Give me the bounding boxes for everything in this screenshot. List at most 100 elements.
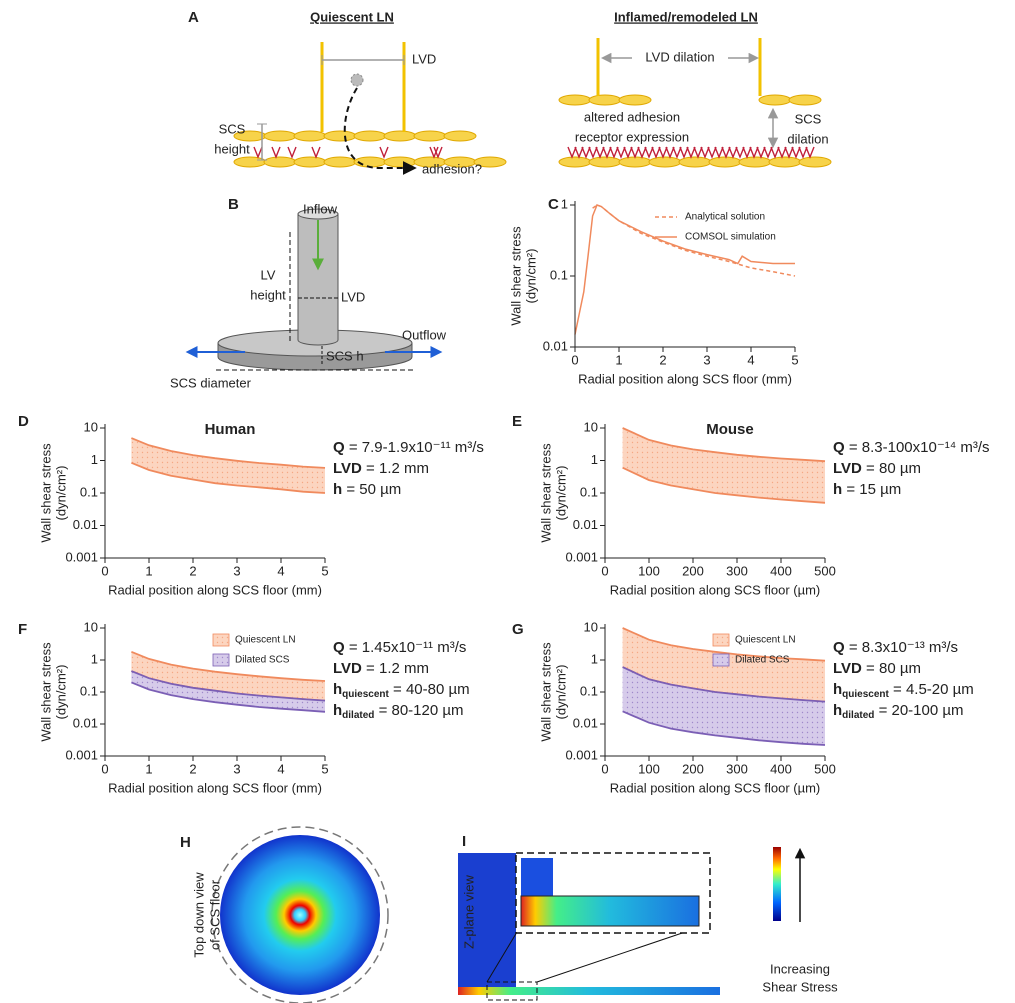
x-tick-label: 4 (277, 761, 284, 776)
band-edge (131, 681, 326, 713)
cell (413, 130, 447, 142)
label: Increasing (770, 961, 830, 976)
receptor (616, 146, 626, 159)
cell (678, 156, 712, 168)
y-axis-label: (dyn/cm²) (553, 665, 568, 720)
label: LVD (412, 51, 436, 66)
x-tick-label: 400 (770, 563, 792, 578)
annotation: Q = 1.45x10⁻¹¹ m³/s (333, 639, 466, 656)
annotation-text: = 8.3-100x10⁻¹⁴ m³/s (845, 439, 990, 456)
annotation: LVD = 80 µm (833, 660, 921, 677)
annotation-text: = 15 µm (842, 481, 901, 498)
label: height (250, 287, 286, 302)
annotation-term: Q (333, 639, 345, 656)
colorbar (773, 847, 781, 921)
annotation-term: Q (833, 439, 845, 456)
cell (383, 130, 417, 142)
panel-label: C (548, 196, 559, 213)
receptor (581, 146, 591, 159)
receptor (693, 146, 703, 159)
receptor (588, 146, 598, 159)
chart-title: Mouse (706, 421, 754, 438)
zoom-box (486, 981, 538, 1001)
legend-swatch (712, 633, 730, 647)
label: altered adhesion (584, 109, 680, 124)
label: adhesion? (422, 161, 482, 176)
annotation: h = 50 µm (333, 481, 401, 498)
legend-swatch (212, 653, 230, 667)
annotation-text: = 80 µm (862, 660, 921, 677)
annotation-term: h (333, 681, 342, 698)
cell (263, 130, 297, 142)
y-tick-label: 10 (84, 619, 98, 634)
annotation-term: h (333, 702, 342, 719)
annotation-term: Q (333, 439, 345, 456)
y-tick-label: 0.01 (573, 517, 598, 532)
receptor (700, 146, 710, 159)
annotation-text: = 8.3x10⁻¹³ m³/s (845, 639, 958, 656)
label: SCS diameter (170, 375, 252, 390)
zoom-line (536, 926, 701, 983)
annotation-sub: quiescent (342, 689, 389, 700)
y-tick-label: 0.1 (80, 484, 98, 499)
legend-swatch (212, 633, 230, 647)
receptor (714, 146, 724, 159)
inset-channel (520, 895, 700, 927)
annotation-sub: dilated (842, 710, 874, 721)
y-tick-label: 0.001 (65, 747, 98, 762)
y-axis-label: (dyn/cm²) (553, 466, 568, 521)
cell (618, 94, 652, 106)
label: LV (261, 267, 276, 282)
receptor (756, 146, 766, 159)
annotation-text: = 80 µm (862, 460, 921, 477)
cell (768, 156, 802, 168)
x-tick-label: 2 (189, 563, 196, 578)
label: Shear Stress (762, 979, 838, 994)
receptor (707, 146, 717, 159)
band-fill (622, 667, 825, 746)
annotation: Q = 8.3-100x10⁻¹⁴ m³/s (833, 439, 990, 456)
y-tick-label: 0.01 (543, 338, 568, 353)
annotation-text: = 1.2 mm (362, 660, 429, 677)
annotation-term: Q (833, 639, 845, 656)
legend-label: Quiescent LN (235, 635, 296, 646)
panel-label: G (512, 621, 524, 638)
annotation-term: h (833, 702, 842, 719)
x-tick-label: 200 (682, 761, 704, 776)
inlet (458, 853, 516, 993)
cylinder-top (297, 208, 339, 220)
annotation-term: LVD (333, 460, 362, 477)
cell (758, 94, 792, 106)
line (574, 204, 795, 335)
annotation-term: LVD (333, 660, 362, 677)
legend-swatch (712, 653, 730, 667)
x-tick-label: 0 (601, 563, 608, 578)
x-tick-label: 2 (659, 352, 666, 367)
x-tick-label: 1 (145, 563, 152, 578)
receptor (805, 146, 815, 159)
receptor (721, 146, 731, 159)
y-tick-label: 0.1 (550, 267, 568, 282)
annotation-term: LVD (833, 660, 862, 677)
label: LVD (341, 289, 365, 304)
band-fill (622, 428, 825, 503)
y-axis-label: Wall shear stress (38, 443, 53, 543)
y-axis-label: Wall shear stress (538, 443, 553, 543)
legend-label: Dilated SCS (235, 655, 290, 666)
label: SCS (795, 111, 822, 126)
receptor (567, 146, 577, 159)
y-axis-label: Wall shear stress (38, 642, 53, 742)
x-tick-label: 5 (791, 352, 798, 367)
cell (323, 156, 357, 168)
panel-label: I (462, 833, 466, 850)
cell (588, 94, 622, 106)
cell (648, 156, 682, 168)
label: of SCS floor (207, 879, 222, 950)
x-tick-label: 100 (638, 563, 660, 578)
legend-label: Analytical solution (685, 212, 765, 223)
annotation-text: = 40-80 µm (389, 681, 470, 698)
annotation-text: = 1.45x10⁻¹¹ m³/s (345, 639, 467, 656)
y-tick-label: 1 (591, 452, 598, 467)
outline (211, 826, 389, 1003)
x-tick-label: 3 (233, 761, 240, 776)
